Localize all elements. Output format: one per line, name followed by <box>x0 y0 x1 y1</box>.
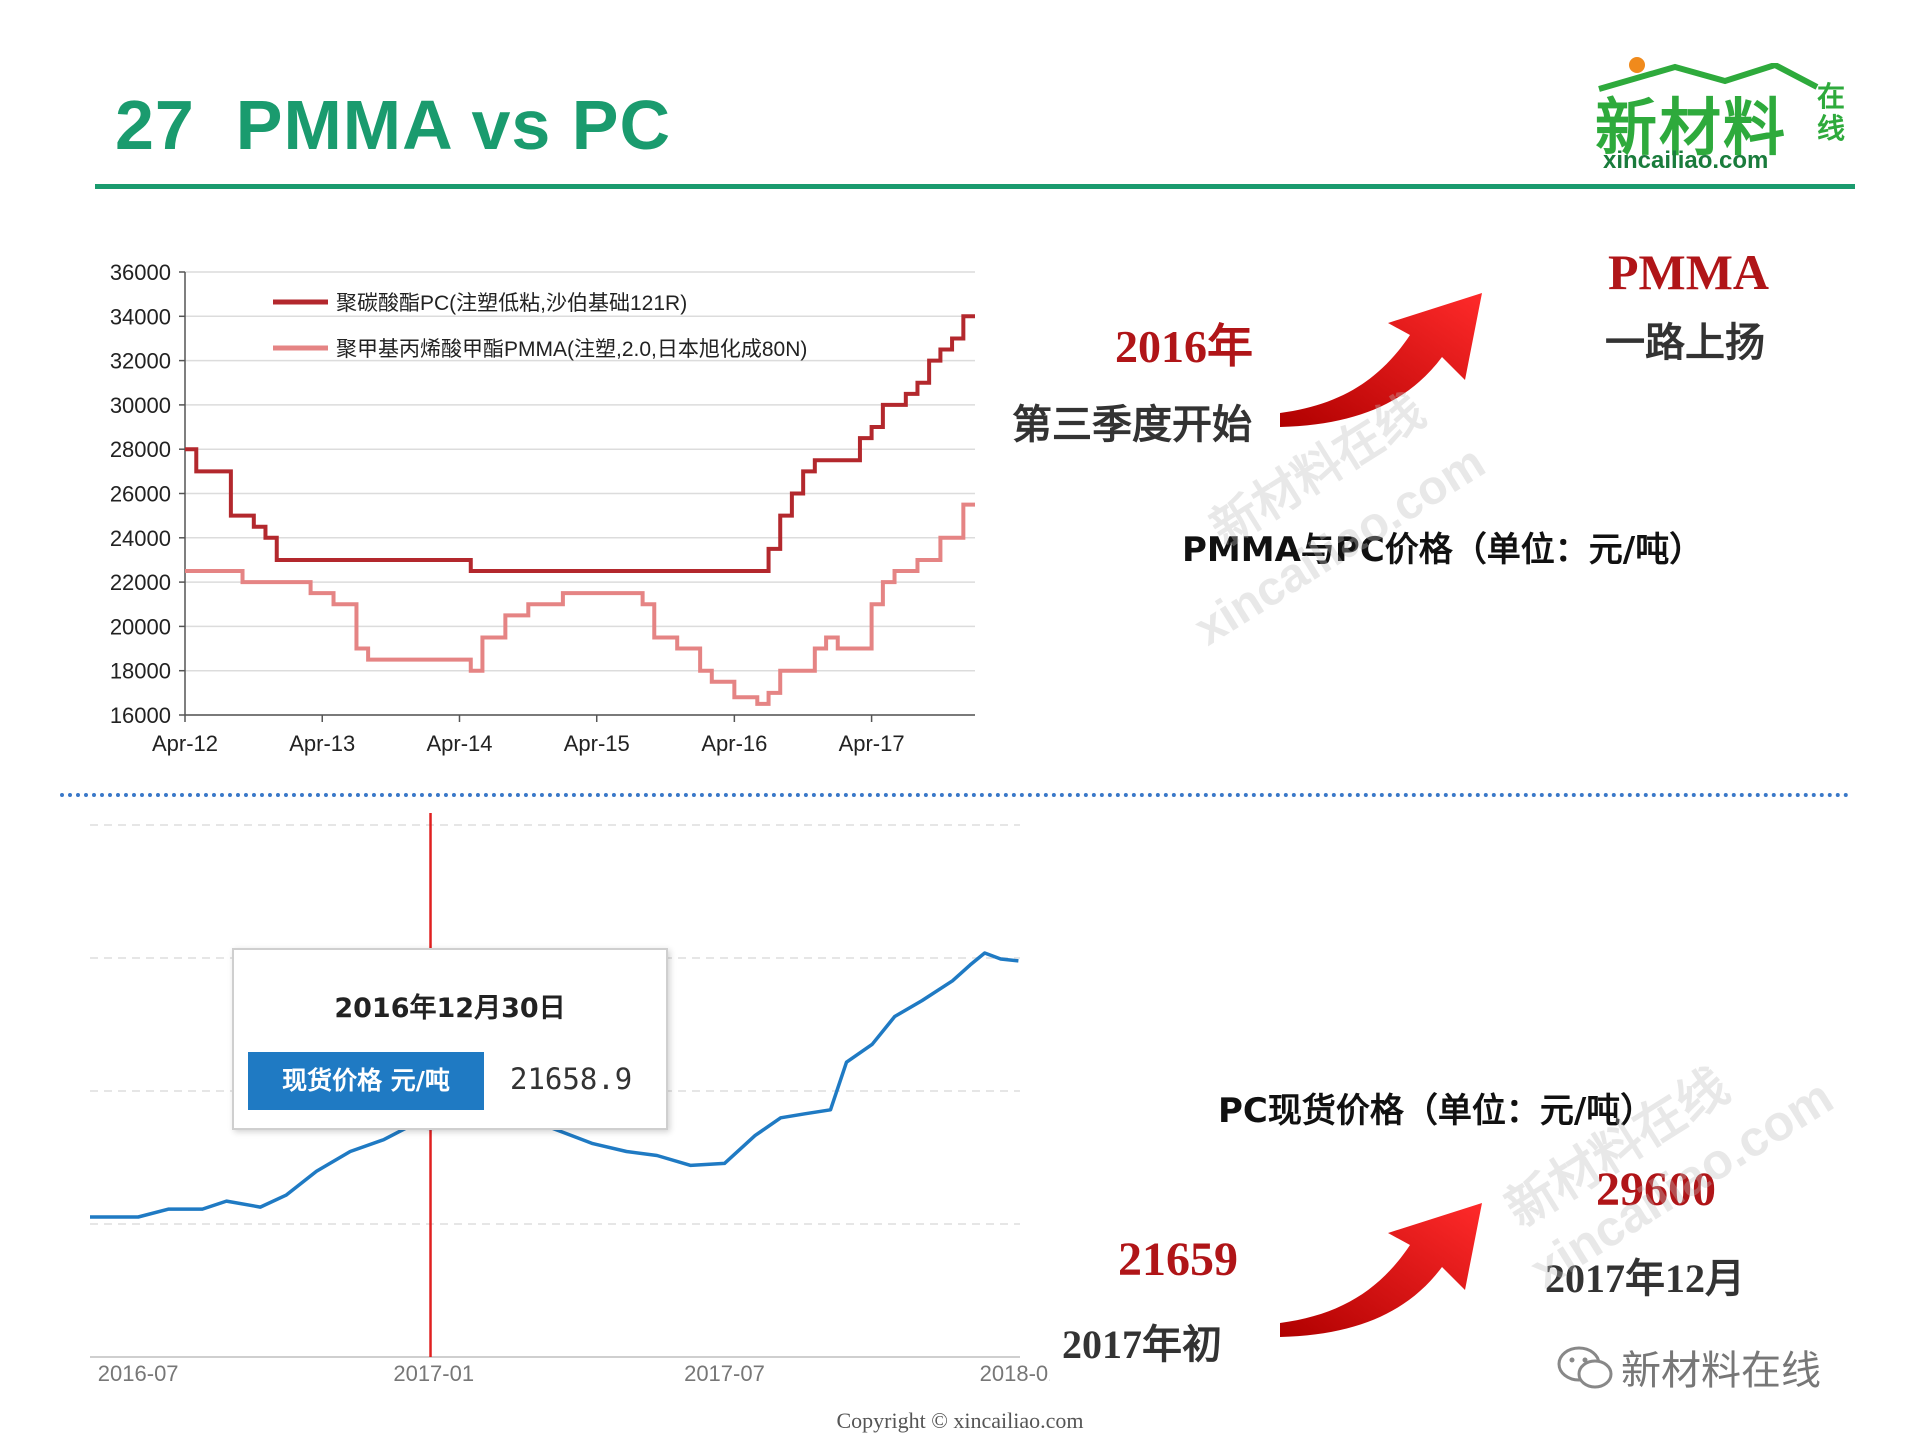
y-tick-label: 28000 <box>110 437 171 462</box>
x-tick-label: 2016-07 <box>98 1361 179 1385</box>
section-divider <box>60 793 1850 797</box>
y-tick-label: 36000 <box>110 260 171 285</box>
series-line-pc <box>185 314 975 574</box>
x-tick-label: Apr-12 <box>152 731 218 756</box>
legend-label: 聚碳酸酯PC(注塑低粘,沙伯基础121R) <box>336 292 687 315</box>
series-line-pmma <box>185 502 975 706</box>
x-tick-label: Apr-14 <box>426 731 492 756</box>
legend-label: 聚甲基丙烯酸甲酯PMMA(注塑,2.0,日本旭化成80N) <box>336 338 807 361</box>
logo-url: xincailiao.com <box>1603 147 1769 174</box>
annotation-trend: 一路上扬 <box>1605 320 1765 366</box>
spot-price-line <box>90 951 1019 1219</box>
wechat-badge[interactable]: 新材料在线 <box>1555 1340 1821 1394</box>
x-tick-label: 2018-01 <box>980 1361 1050 1385</box>
y-tick-label: 16000 <box>110 703 171 728</box>
start-value: 21659 <box>1118 1233 1238 1286</box>
y-tick-label: 34000 <box>110 304 171 329</box>
y-tick-label: 18000 <box>110 659 171 684</box>
y-tick-label: 24000 <box>110 526 171 551</box>
x-tick-label: Apr-13 <box>289 731 355 756</box>
chart-tooltip: 2016年12月30日 现货价格 元/吨 21658.9 <box>232 948 668 1130</box>
up-arrow-icon <box>1280 1203 1482 1337</box>
logo-roof-icon <box>1598 63 1819 92</box>
annotation-year: 2016年 <box>1115 321 1253 372</box>
end-label: 2017年12月 <box>1545 1256 1745 1301</box>
x-tick-label: 2017-07 <box>684 1361 765 1385</box>
start-label: 2017年初 <box>1062 1322 1222 1367</box>
bottom-chart-caption: PC现货价格（单位：元/吨） <box>1218 1091 1655 1131</box>
tooltip-value: 21658.9 <box>510 1062 633 1096</box>
wechat-label: 新材料在线 <box>1621 1348 1821 1394</box>
logo-text-cn: 新材料 <box>1595 91 1788 164</box>
y-tick-label: 22000 <box>110 570 171 595</box>
up-arrow-icon <box>1280 293 1482 427</box>
logo-sun-dot <box>1629 57 1645 73</box>
end-value: 29600 <box>1596 1163 1716 1216</box>
y-tick-label: 32000 <box>110 349 171 374</box>
title-underline <box>95 184 1855 189</box>
x-tick-label: Apr-17 <box>839 731 905 756</box>
brand-logo[interactable]: 新材料 在线 xincailiao.com <box>1595 55 1875 180</box>
y-tick-label: 20000 <box>110 614 171 639</box>
wechat-icon <box>1557 1346 1613 1389</box>
annotation-material: PMMA <box>1608 244 1770 300</box>
slide-title: 27 PMMA vs PC <box>115 86 672 164</box>
y-tick-label: 30000 <box>110 393 171 418</box>
pc-pmma-price-chart: 16000 18000 20000 22000 24000 26000 28000 30000… <box>110 260 975 756</box>
x-tick-label: 2017-01 <box>393 1361 474 1385</box>
logo-text-zaixian: 在线 <box>1817 80 1846 145</box>
x-tick-label: Apr-16 <box>701 731 767 756</box>
y-tick-label: 26000 <box>110 482 171 507</box>
tooltip-label: 现货价格 元/吨 <box>248 1052 484 1110</box>
tooltip-date: 2016年12月30日 <box>334 993 566 1024</box>
x-tick-label: Apr-15 <box>564 731 630 756</box>
annotation-phase: 第三季度开始 <box>1012 402 1252 448</box>
top-chart-caption: PMMA与PC价格（单位：元/吨） <box>1182 530 1704 570</box>
copyright-footer: Copyright © xincailiao.com <box>836 1408 1084 1433</box>
